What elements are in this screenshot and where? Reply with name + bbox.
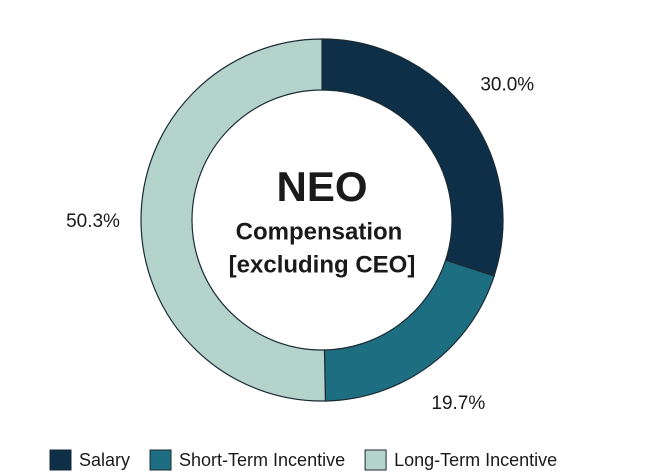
donut-segment [140,38,327,402]
legend-label: Short-Term Incentive [179,450,345,470]
donut-segment [323,259,495,402]
center-subtitle: Compensation [236,218,403,245]
data-label: 50.3% [66,211,120,232]
data-label: 19.7% [431,393,485,414]
data-label: 30.0% [480,74,534,95]
donut-segment [321,38,504,277]
legend-swatch [149,449,172,471]
legend-swatch [364,449,387,471]
legend-label: Salary [79,450,130,470]
legend-swatch [49,449,72,471]
center-subtitle: [excluding CEO] [229,251,416,278]
legend-label: Long-Term Incentive [394,450,557,470]
center-title: NEO [276,163,367,210]
